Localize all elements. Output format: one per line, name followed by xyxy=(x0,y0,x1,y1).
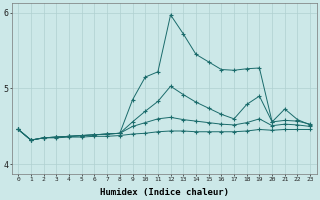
X-axis label: Humidex (Indice chaleur): Humidex (Indice chaleur) xyxy=(100,188,229,197)
